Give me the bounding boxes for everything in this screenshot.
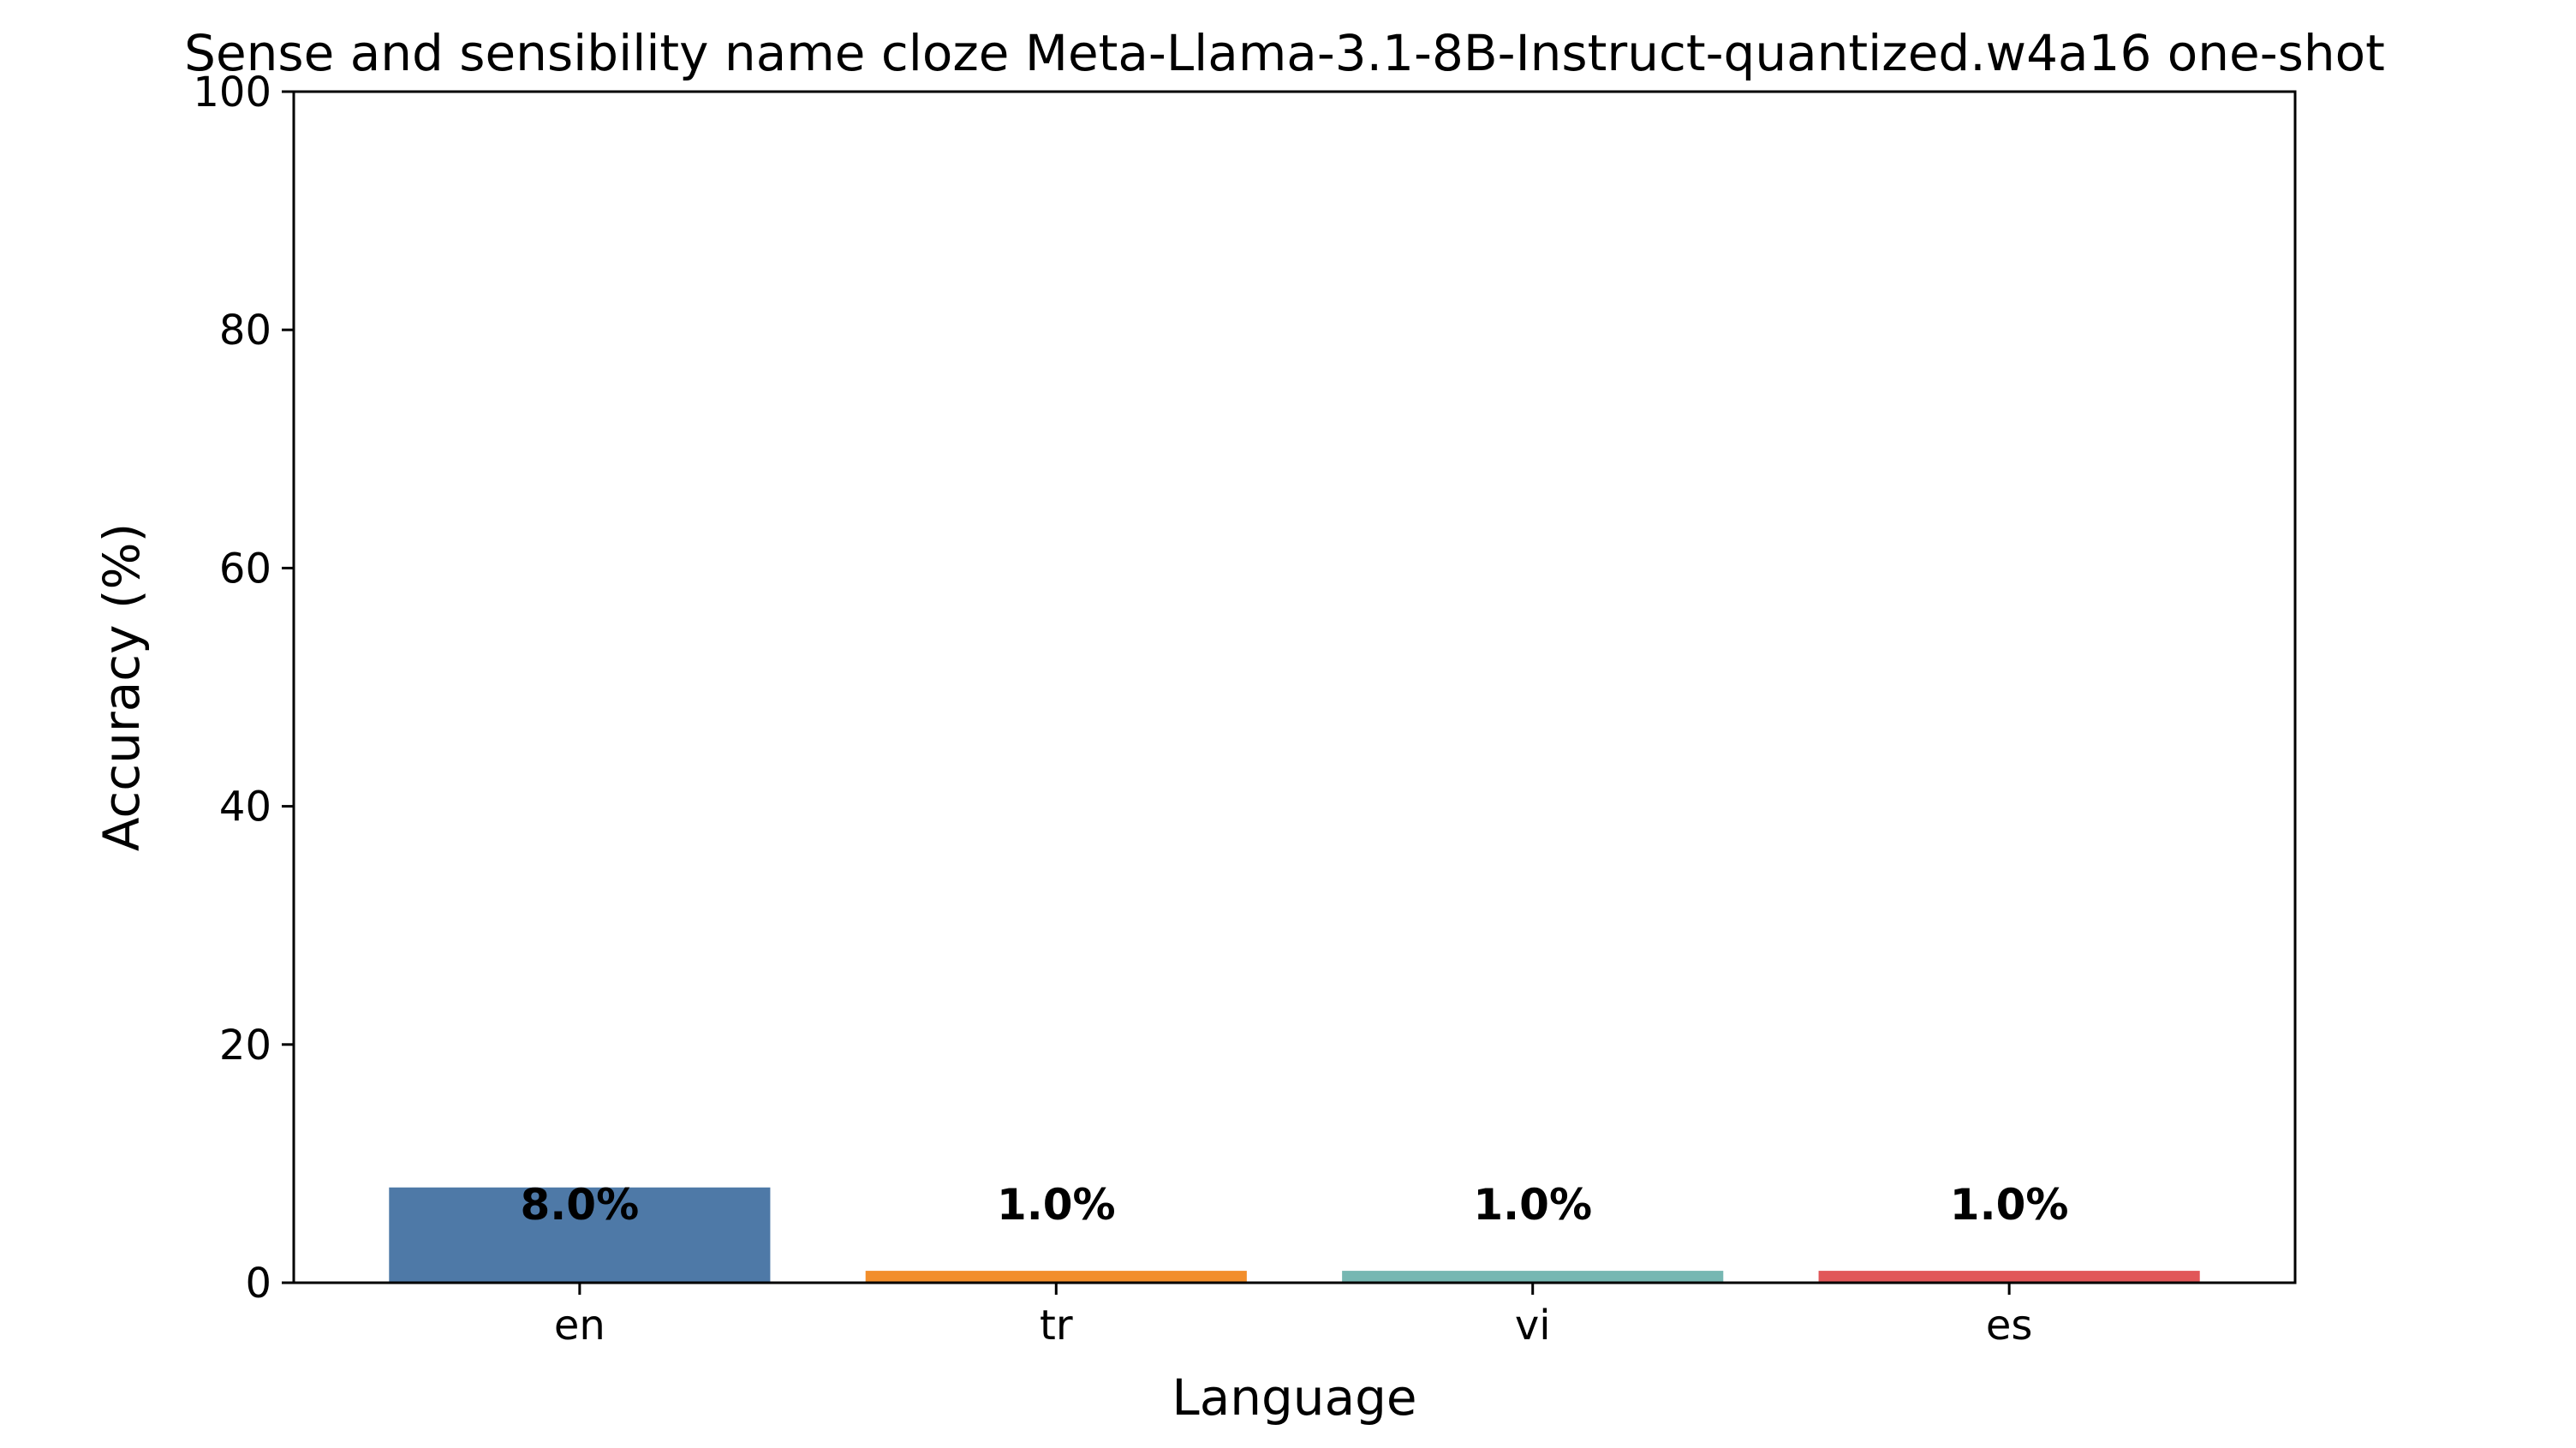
bar-es — [1818, 1271, 2200, 1283]
bar-value-label-en: 8.0% — [521, 1180, 640, 1230]
x-tick-label-tr: tr — [1040, 1302, 1073, 1350]
bar-value-label-vi: 1.0% — [1473, 1180, 1592, 1230]
bar-value-label-tr: 1.0% — [997, 1180, 1116, 1230]
bar-tr — [865, 1271, 1247, 1283]
y-tick-label-40: 40 — [219, 784, 271, 831]
y-tick-label-20: 20 — [219, 1022, 271, 1070]
bar-vi — [1342, 1271, 1724, 1283]
bar-value-label-es: 1.0% — [1950, 1180, 2069, 1230]
y-axis-label: Accuracy (%) — [92, 523, 151, 852]
bars-group — [389, 1187, 2200, 1283]
y-tick-label-60: 60 — [219, 545, 271, 593]
x-tick-label-en: en — [554, 1302, 605, 1350]
x-tick-label-vi: vi — [1515, 1302, 1551, 1350]
x-axis: en tr vi es — [554, 1283, 2033, 1350]
y-tick-label-100: 100 — [193, 69, 271, 116]
y-axis: 0 20 40 60 80 100 — [193, 69, 294, 1308]
chart-title: Sense and sensibility name cloze Meta-Ll… — [184, 24, 2385, 82]
y-tick-label-0: 0 — [245, 1260, 271, 1308]
x-axis-label: Language — [1172, 1368, 1416, 1427]
bar-labels-group: 8.0% 1.0% 1.0% 1.0% — [521, 1180, 2069, 1230]
y-tick-label-80: 80 — [219, 307, 271, 355]
plot-frame — [292, 90, 2297, 1284]
x-tick-label-es: es — [1986, 1302, 2033, 1350]
bar-en — [389, 1187, 771, 1283]
